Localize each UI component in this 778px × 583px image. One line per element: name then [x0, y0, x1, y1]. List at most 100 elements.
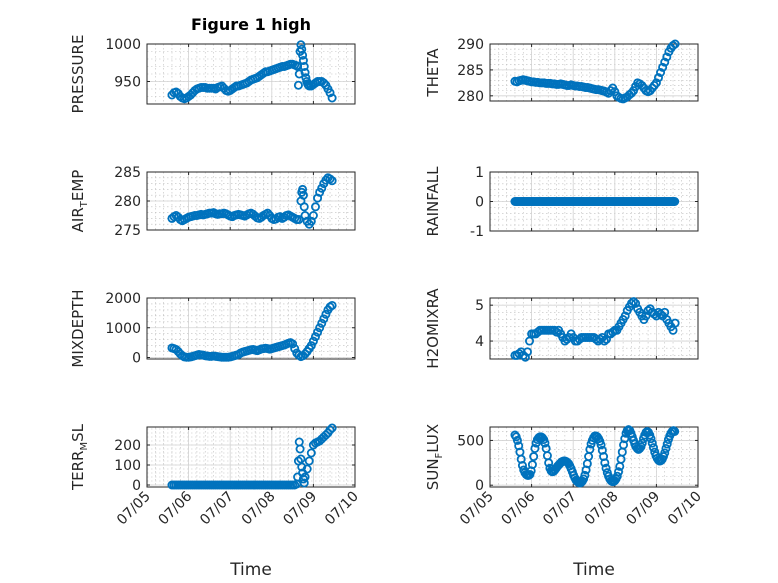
data-point: [662, 52, 672, 62]
x-tick-label: 07/09: [623, 489, 663, 529]
data-point: [304, 456, 314, 466]
data-point: [512, 435, 522, 445]
x-tick-label: 07/06: [499, 488, 539, 528]
data-point: [299, 62, 309, 72]
x-tick-label: 07/08: [239, 489, 279, 529]
data-point: [300, 68, 310, 78]
y-tick-label: 285: [114, 165, 141, 181]
data-point: [620, 311, 630, 321]
axes-border: [489, 297, 699, 360]
x-axis-label-left: Time: [229, 560, 272, 580]
subplot-mixdepth: 0 1000 2000 MIXDEPTH: [69, 289, 356, 368]
data-point: [327, 300, 337, 310]
data-point: [626, 298, 636, 308]
data-point: [656, 68, 666, 78]
figure-title: Figure 1 high: [191, 15, 311, 34]
data-point: [601, 463, 611, 473]
data-point: [297, 462, 307, 472]
x-axis-label-right: Time: [572, 560, 615, 580]
data-point: [637, 438, 647, 448]
data-point: [540, 438, 550, 448]
y-axis-label: PRESSURE: [69, 35, 87, 114]
data-point: [552, 327, 562, 337]
y-tick-label: 280: [114, 194, 141, 210]
subplot-sun-flux: 0 500 07/05 07/06 07/07 07/08 07/09 07/10 SUNFLU…: [424, 424, 705, 529]
data-point: [288, 339, 298, 349]
data-point: [649, 309, 659, 319]
subplot-air-temp: 275 280 285 AIRTEMP: [69, 165, 356, 239]
x-tick-label: 07/08: [582, 489, 622, 529]
data-point: [296, 40, 306, 50]
y-tick-label: 0: [475, 478, 484, 494]
data-point: [325, 425, 335, 435]
axes-border: [146, 43, 356, 105]
axes-border: [146, 297, 356, 360]
data-point: [298, 56, 308, 66]
data-point: [327, 176, 337, 186]
data-point: [302, 464, 312, 474]
data-point: [601, 334, 611, 344]
data-point: [300, 349, 310, 359]
y-tick-label: 1000: [105, 321, 141, 337]
y-tick-label: 5: [475, 298, 484, 314]
subplot-terr-msl: 0 100 200 07/05 07/06 07/07 07/08 07/09 07/10 TER…: [69, 423, 362, 528]
data-point: [661, 443, 671, 453]
x-tick-label: 07/05: [114, 489, 154, 529]
data-point: [670, 318, 680, 328]
data-point: [325, 88, 335, 98]
axes-border: [489, 426, 699, 488]
y-tick-label: 950: [114, 75, 141, 91]
series-markers: [167, 173, 337, 229]
data-point: [670, 39, 680, 49]
axes-border: [489, 43, 699, 102]
y-tick-label: 0: [475, 195, 484, 211]
data-point: [310, 332, 320, 342]
data-point: [612, 471, 622, 481]
data-point: [315, 323, 325, 333]
data-point: [648, 443, 658, 453]
data-point: [310, 202, 320, 212]
data-point: [298, 50, 308, 60]
data-point: [306, 341, 316, 351]
data-point: [599, 336, 609, 346]
data-point: [520, 352, 530, 362]
data-point: [614, 467, 624, 477]
data-point: [313, 327, 323, 337]
y-tick-label: 2000: [105, 291, 141, 307]
subplot-rainfall: -1 0 1 RAINFALL: [424, 165, 699, 240]
data-point: [647, 438, 657, 448]
data-point: [319, 78, 329, 88]
data-point: [299, 478, 309, 488]
data-point: [306, 448, 316, 458]
series-markers: [510, 196, 680, 206]
data-point: [308, 210, 318, 220]
data-point: [670, 196, 680, 206]
data-point: [317, 183, 327, 193]
data-point: [300, 472, 310, 482]
data-point: [327, 93, 337, 103]
subplot-pressure: 950 1000 PRESSURE: [69, 35, 356, 114]
y-axis-label: RAINFALL: [424, 166, 442, 237]
data-point: [321, 309, 331, 319]
series-markers: [167, 300, 337, 362]
x-tick-label: 07/05: [457, 489, 497, 529]
subplot-theta: 280 285 290 THETA: [424, 37, 699, 105]
data-point: [295, 444, 305, 454]
data-point: [670, 426, 680, 436]
series-markers: [510, 39, 680, 104]
data-point: [527, 460, 537, 470]
data-point: [658, 62, 668, 72]
data-point: [529, 452, 539, 462]
data-point: [595, 334, 605, 344]
y-tick-label: 290: [457, 37, 484, 53]
y-axis-label: H2OMIXRA: [424, 288, 442, 369]
data-point: [319, 314, 329, 324]
data-point: [608, 327, 618, 337]
y-tick-label: 1000: [105, 37, 141, 53]
series-markers: [167, 423, 337, 490]
y-tick-label: 4: [475, 334, 484, 350]
y-tick-label: 1: [475, 165, 484, 181]
data-point: [522, 347, 532, 357]
